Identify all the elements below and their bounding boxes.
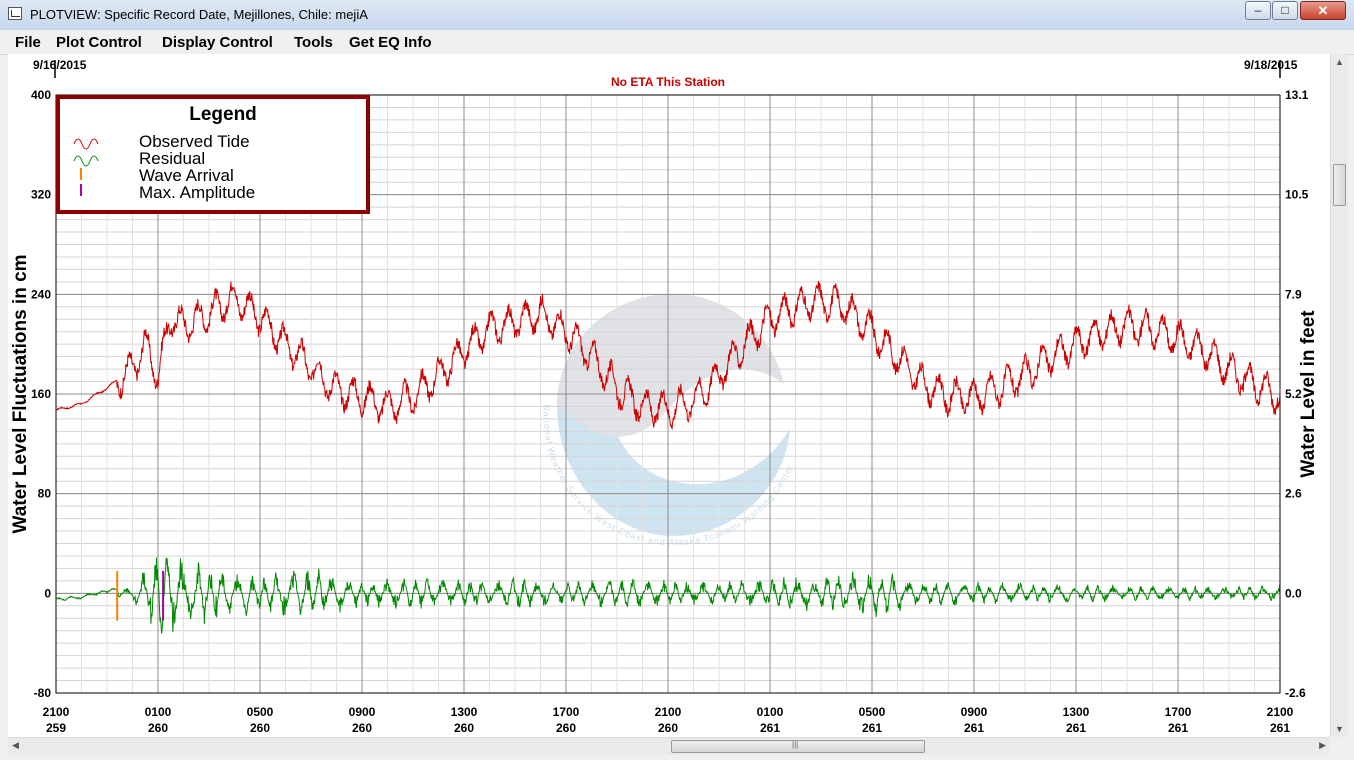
y-left-tick-label: 400 [31, 88, 51, 102]
menu-bar: File Plot Control Display Control Tools … [0, 30, 1354, 55]
x-tick-day-label: 259 [46, 721, 66, 735]
x-tick-day-label: 261 [1270, 721, 1290, 735]
x-tick-day-label: 261 [1066, 721, 1086, 735]
y-right-tick-label: 7.9 [1285, 287, 1302, 301]
x-tick-time-label: 0900 [349, 705, 376, 719]
y-left-tick-label: 80 [38, 487, 52, 501]
x-tick-time-label: 1300 [1063, 705, 1090, 719]
x-tick-time-label: 1700 [553, 705, 580, 719]
scroll-down-icon[interactable]: ▼ [1335, 724, 1344, 734]
x-tick-day-label: 260 [454, 721, 474, 735]
legend-title: Legend [189, 104, 257, 125]
tide-plot: National Weather Service West Coast and … [10, 58, 1319, 735]
vertical-scrollbar[interactable]: ▲ ▼ [1330, 54, 1348, 737]
menu-plot-control[interactable]: Plot Control [56, 34, 142, 51]
right-axis-title: Water Level in feet [1298, 310, 1319, 478]
menu-file[interactable]: File [15, 34, 41, 51]
y-left-tick-label: 240 [31, 287, 51, 301]
plot-area: National Weather Service West Coast and … [8, 54, 1330, 737]
y-right-tick-label: 5.2 [1285, 387, 1302, 401]
date-left: 9/16/2015 [33, 58, 87, 72]
scroll-up-icon[interactable]: ▲ [1335, 57, 1344, 67]
legend-observed-label: Observed Tide [139, 132, 250, 151]
x-tick-day-label: 261 [862, 721, 882, 735]
x-tick-day-label: 260 [556, 721, 576, 735]
legend-residual-label: Residual [139, 149, 205, 168]
y-left-tick-label: 0 [44, 586, 51, 600]
app-icon[interactable] [8, 7, 22, 20]
title-bar: PLOTVIEW: Specific Record Date, Mejillon… [0, 0, 1354, 31]
x-tick-day-label: 260 [250, 721, 270, 735]
legend-residual-swatch [73, 155, 99, 167]
minimize-button[interactable]: – [1245, 1, 1271, 20]
x-tick-day-label: 261 [760, 721, 780, 735]
axis-ticks: 400 320 240 160 80 0 -80 13.1 10.5 7.9 5.2 2.6 0.0 -2… [31, 88, 1309, 735]
x-tick-day-label: 261 [1168, 721, 1188, 735]
legend-box [56, 95, 370, 214]
menu-get-eq-info[interactable]: Get EQ Info [349, 34, 432, 51]
horizontal-scroll-thumb[interactable] [671, 740, 925, 753]
series-layer [55, 280, 1281, 634]
x-tick-time-label: 2100 [43, 705, 70, 719]
left-axis-title: Water Level Fluctuations in cm [10, 254, 31, 533]
vertical-scroll-thumb[interactable] [1333, 164, 1346, 206]
horizontal-scrollbar[interactable]: ◀ ▶ [8, 737, 1330, 755]
x-tick-day-label: 260 [148, 721, 168, 735]
residual-line [55, 557, 1281, 634]
x-tick-day-label: 260 [352, 721, 372, 735]
x-tick-time-label: 0500 [859, 705, 886, 719]
close-button[interactable]: ✕ [1300, 1, 1346, 20]
x-tick-time-label: 0100 [145, 705, 172, 719]
legend-observed-swatch [73, 138, 99, 150]
y-right-tick-label: 13.1 [1285, 88, 1309, 102]
y-left-tick-label: 160 [31, 387, 51, 401]
legend: Legend Observed Tide Residual Wave Arriv… [56, 95, 370, 214]
scroll-right-icon[interactable]: ▶ [1319, 740, 1326, 750]
y-right-tick-label: 0.0 [1285, 586, 1302, 600]
x-tick-time-label: 1700 [1165, 705, 1192, 719]
maximize-button[interactable]: □ [1272, 1, 1298, 20]
legend-wave-arrival-label: Wave Arrival [139, 166, 234, 185]
y-left-tick-label: -80 [34, 686, 52, 700]
y-right-tick-label: 2.6 [1285, 487, 1302, 501]
window-title: PLOTVIEW: Specific Record Date, Mejillon… [30, 7, 368, 22]
y-right-tick-label: 10.5 [1285, 188, 1309, 202]
eta-notice: No ETA This Station [611, 75, 725, 89]
menu-tools[interactable]: Tools [294, 34, 333, 51]
y-right-tick-label: -2.6 [1285, 686, 1306, 700]
observed-tide-line [55, 280, 1281, 430]
x-tick-time-label: 2100 [655, 705, 682, 719]
x-tick-day-label: 261 [964, 721, 984, 735]
date-right: 9/18/2015 [1244, 58, 1298, 72]
x-tick-time-label: 1300 [451, 705, 478, 719]
x-tick-time-label: 2100 [1267, 705, 1294, 719]
x-tick-day-label: 260 [658, 721, 678, 735]
y-left-tick-label: 320 [31, 188, 51, 202]
x-tick-time-label: 0100 [757, 705, 784, 719]
menu-display-control[interactable]: Display Control [162, 34, 273, 51]
x-tick-time-label: 0900 [961, 705, 988, 719]
legend-max-amplitude-label: Max. Amplitude [139, 183, 255, 202]
noaa-logo-grey [557, 294, 784, 437]
x-tick-time-label: 0500 [247, 705, 274, 719]
scroll-left-icon[interactable]: ◀ [12, 740, 19, 750]
